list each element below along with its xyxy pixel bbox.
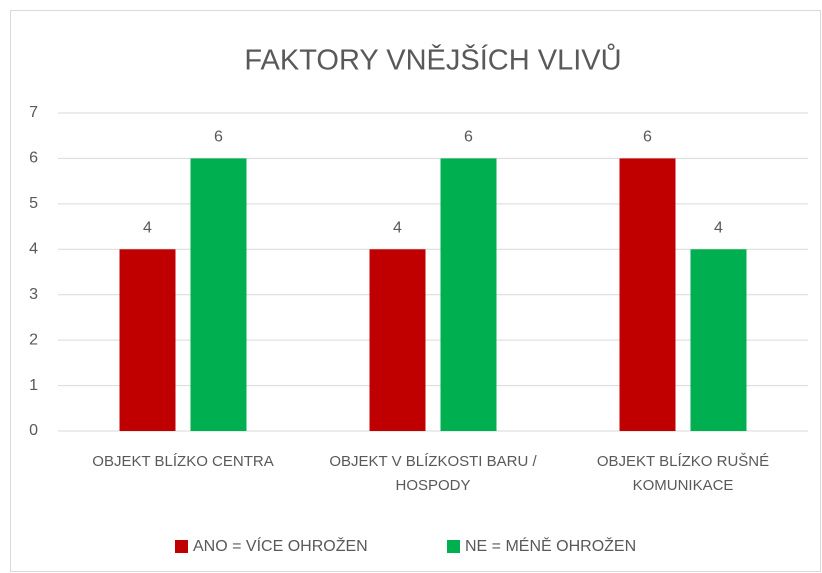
bar [119,249,176,431]
legend-label: ANO = VÍCE OHROŽEN [193,536,368,555]
data-label: 6 [643,129,652,146]
data-label: 4 [714,220,723,237]
x-tick-label: OBJEKT BLÍZKO RUŠNÉ KOMUNIKACE [596,453,770,494]
legend-swatch [447,540,460,553]
chart-title: FAKTORY VNĚJŠÍCH VLIVŮ [244,43,621,77]
x-tick-label: OBJEKT V BLÍZKOSTI BARU / HOSPODY [329,453,537,494]
y-tick-label: 7 [29,104,38,121]
bar [369,249,426,431]
y-tick-label: 6 [29,150,38,167]
bar [190,158,247,431]
legend-swatch [175,540,188,553]
bar [690,249,747,431]
y-tick-label: 1 [29,377,38,394]
y-tick-label: 5 [29,195,38,212]
y-tick-label: 2 [29,331,38,348]
data-label: 4 [393,220,402,237]
data-label: 6 [464,129,473,146]
y-tick-label: 3 [29,286,38,303]
y-tick-label: 0 [29,422,38,439]
bar [440,158,497,431]
x-tick-label: OBJEKT BLÍZKO CENTRA [92,453,274,470]
bar [619,158,676,431]
data-label: 6 [214,129,223,146]
data-label: 4 [143,220,152,237]
y-tick-label: 4 [29,241,38,258]
legend-label: NE = MÉNĚ OHROŽEN [465,536,636,555]
